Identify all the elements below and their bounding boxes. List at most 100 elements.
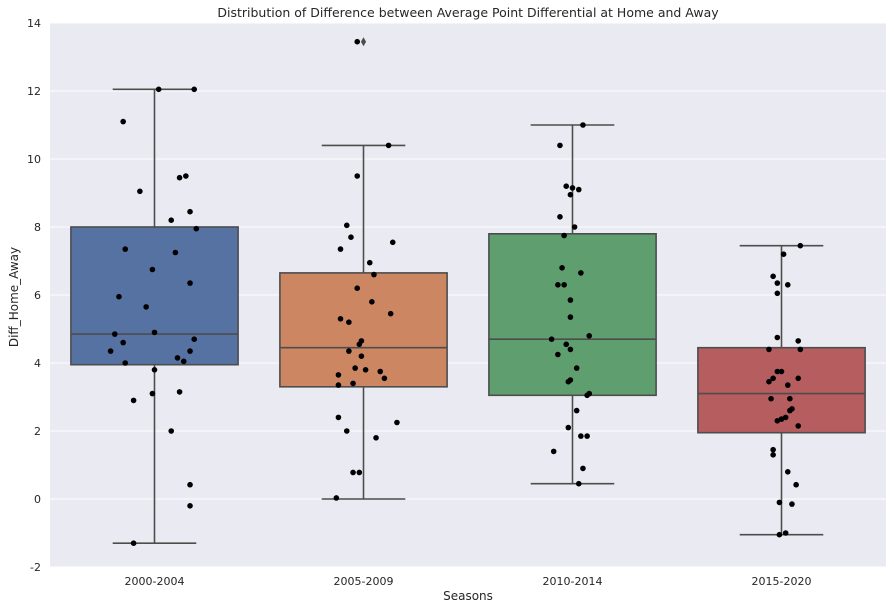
data-point — [766, 378, 772, 385]
data-point — [550, 448, 557, 455]
data-point — [784, 469, 791, 475]
box-2005-2009 — [279, 272, 448, 388]
data-point — [377, 368, 384, 375]
data-point — [180, 358, 187, 365]
data-point — [567, 297, 574, 303]
data-point — [770, 375, 776, 382]
data-point — [183, 173, 189, 179]
data-point — [187, 481, 193, 488]
data-point — [573, 407, 580, 414]
data-point — [358, 353, 365, 360]
box-plots — [70, 37, 866, 545]
data-point — [187, 280, 193, 286]
data-point — [343, 428, 350, 434]
data-point — [578, 270, 584, 276]
data-point — [770, 446, 776, 453]
data-point — [335, 382, 342, 388]
data-point — [168, 428, 175, 434]
data-point — [561, 232, 567, 239]
data-point — [584, 433, 590, 439]
data-point — [120, 118, 126, 125]
data-point — [333, 495, 340, 501]
data-point — [795, 375, 802, 382]
data-point — [795, 423, 802, 429]
data-point — [151, 367, 158, 373]
data-point — [770, 273, 776, 280]
data-point — [151, 329, 158, 336]
data-point — [586, 390, 593, 397]
y-tick-label: 8 — [34, 221, 41, 234]
data-point — [350, 469, 356, 476]
data-point — [778, 368, 785, 375]
data-point — [784, 382, 791, 388]
data-point — [187, 348, 193, 354]
data-point — [116, 293, 122, 300]
data-point — [586, 333, 593, 339]
data-point — [569, 185, 576, 191]
data-point — [335, 414, 342, 421]
data-point — [774, 368, 781, 375]
data-point — [107, 348, 114, 354]
box-2010-2014 — [488, 233, 657, 397]
chart-title: Distribution of Difference between Avera… — [217, 5, 719, 20]
data-point — [563, 183, 570, 189]
data-point — [567, 377, 574, 383]
y-tick-label: 14 — [27, 17, 41, 30]
data-point — [770, 452, 776, 458]
data-point — [137, 188, 143, 195]
data-point — [149, 390, 156, 397]
data-point — [580, 122, 586, 128]
data-point — [346, 348, 352, 354]
data-point — [191, 336, 198, 343]
data-point — [143, 304, 149, 310]
data-point — [187, 208, 193, 215]
box-2000-2004 — [70, 226, 239, 366]
data-point — [155, 86, 162, 93]
data-point — [571, 224, 578, 230]
data-point — [362, 367, 369, 373]
data-point — [774, 334, 781, 341]
y-axis-ticks: -2 0 2 4 6 8 10 12 14 — [27, 17, 41, 574]
data-point — [567, 191, 574, 198]
data-point — [567, 314, 574, 320]
data-point — [575, 186, 582, 193]
x-tick-label: 2015-2020 — [752, 575, 812, 588]
data-point — [335, 372, 342, 378]
data-point — [122, 246, 129, 252]
data-point — [193, 225, 200, 232]
data-point — [797, 346, 804, 353]
data-point — [768, 395, 774, 402]
data-point — [174, 355, 181, 361]
y-tick-label: 6 — [34, 289, 41, 302]
data-point — [557, 142, 563, 149]
data-point — [130, 540, 137, 546]
data-point — [573, 365, 580, 371]
data-point — [354, 285, 361, 292]
data-point — [120, 339, 126, 346]
data-point — [369, 299, 375, 305]
data-point — [774, 290, 781, 297]
data-point — [172, 249, 179, 256]
data-point — [561, 282, 567, 288]
data-point — [580, 465, 586, 472]
data-point — [358, 338, 365, 344]
data-point — [774, 280, 781, 286]
data-point — [343, 222, 350, 229]
data-point — [354, 173, 361, 179]
y-tick-label: 4 — [34, 357, 41, 370]
data-point — [575, 480, 582, 487]
data-point — [354, 38, 361, 45]
data-point — [557, 214, 563, 220]
y-tick-label: 12 — [27, 85, 41, 98]
data-point — [565, 424, 572, 431]
data-point — [187, 503, 193, 509]
data-point — [352, 365, 358, 371]
data-point — [789, 406, 795, 412]
data-point — [780, 251, 787, 257]
data-point — [563, 341, 570, 348]
x-tick-label: 2000-2004 — [125, 575, 185, 588]
outlier-marker — [360, 37, 367, 47]
data-point — [176, 389, 183, 395]
data-point — [793, 481, 799, 488]
